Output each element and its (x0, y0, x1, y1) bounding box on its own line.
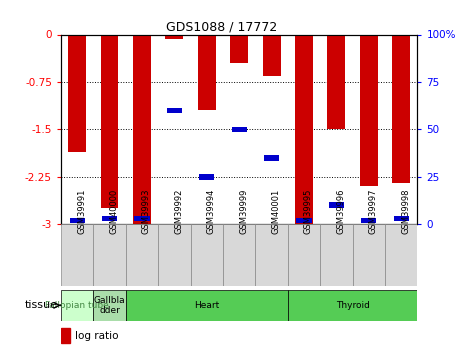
Bar (190, 224, 223, 286)
Bar (135, 216, 150, 221)
Bar (101, 34, 119, 208)
Bar (327, 34, 345, 129)
Bar (385, 224, 417, 286)
Text: GSM39997: GSM39997 (369, 188, 378, 234)
Text: tissue: tissue (24, 300, 57, 310)
Bar (61, 224, 93, 286)
Bar (133, 34, 151, 224)
Text: GSM40001: GSM40001 (272, 188, 280, 234)
Text: GSM39994: GSM39994 (207, 188, 216, 234)
Title: GDS1088 / 17772: GDS1088 / 17772 (166, 20, 277, 33)
Text: Fallopian tube: Fallopian tube (45, 301, 109, 310)
Bar (288, 290, 417, 321)
Bar (223, 224, 256, 286)
Bar (296, 218, 311, 223)
Bar (232, 127, 247, 132)
Bar (288, 224, 320, 286)
Bar (263, 34, 280, 76)
Text: log ratio: log ratio (75, 331, 119, 341)
Bar (353, 224, 385, 286)
Text: GSM40000: GSM40000 (110, 188, 119, 234)
Bar (93, 224, 126, 286)
Bar (69, 218, 85, 223)
Bar (166, 34, 183, 39)
Bar (360, 34, 378, 186)
Text: GSM39996: GSM39996 (336, 188, 345, 234)
Bar (320, 224, 353, 286)
Bar (361, 218, 377, 223)
Bar (295, 34, 313, 224)
Text: GSM39999: GSM39999 (239, 188, 248, 234)
Bar (126, 290, 288, 321)
Bar (393, 216, 409, 221)
Bar (329, 203, 344, 208)
Bar (61, 290, 93, 321)
Bar (198, 34, 216, 110)
Bar (167, 108, 182, 113)
Bar (256, 224, 288, 286)
Bar (102, 216, 117, 221)
Bar (68, 34, 86, 151)
Bar (392, 34, 410, 183)
Text: Gallbla
dder: Gallbla dder (94, 296, 125, 315)
Bar (264, 155, 279, 161)
Bar (158, 224, 190, 286)
Text: Thyroid: Thyroid (336, 301, 370, 310)
Text: Heart: Heart (194, 301, 219, 310)
Bar (93, 290, 126, 321)
Bar (126, 224, 158, 286)
Bar (230, 34, 248, 63)
Text: GSM39993: GSM39993 (142, 188, 151, 234)
Text: GSM39998: GSM39998 (401, 188, 410, 234)
Text: GSM39995: GSM39995 (304, 188, 313, 234)
Text: GSM39992: GSM39992 (174, 188, 183, 234)
Bar (199, 174, 214, 180)
Text: GSM39991: GSM39991 (77, 188, 86, 234)
Bar (61, 328, 70, 343)
